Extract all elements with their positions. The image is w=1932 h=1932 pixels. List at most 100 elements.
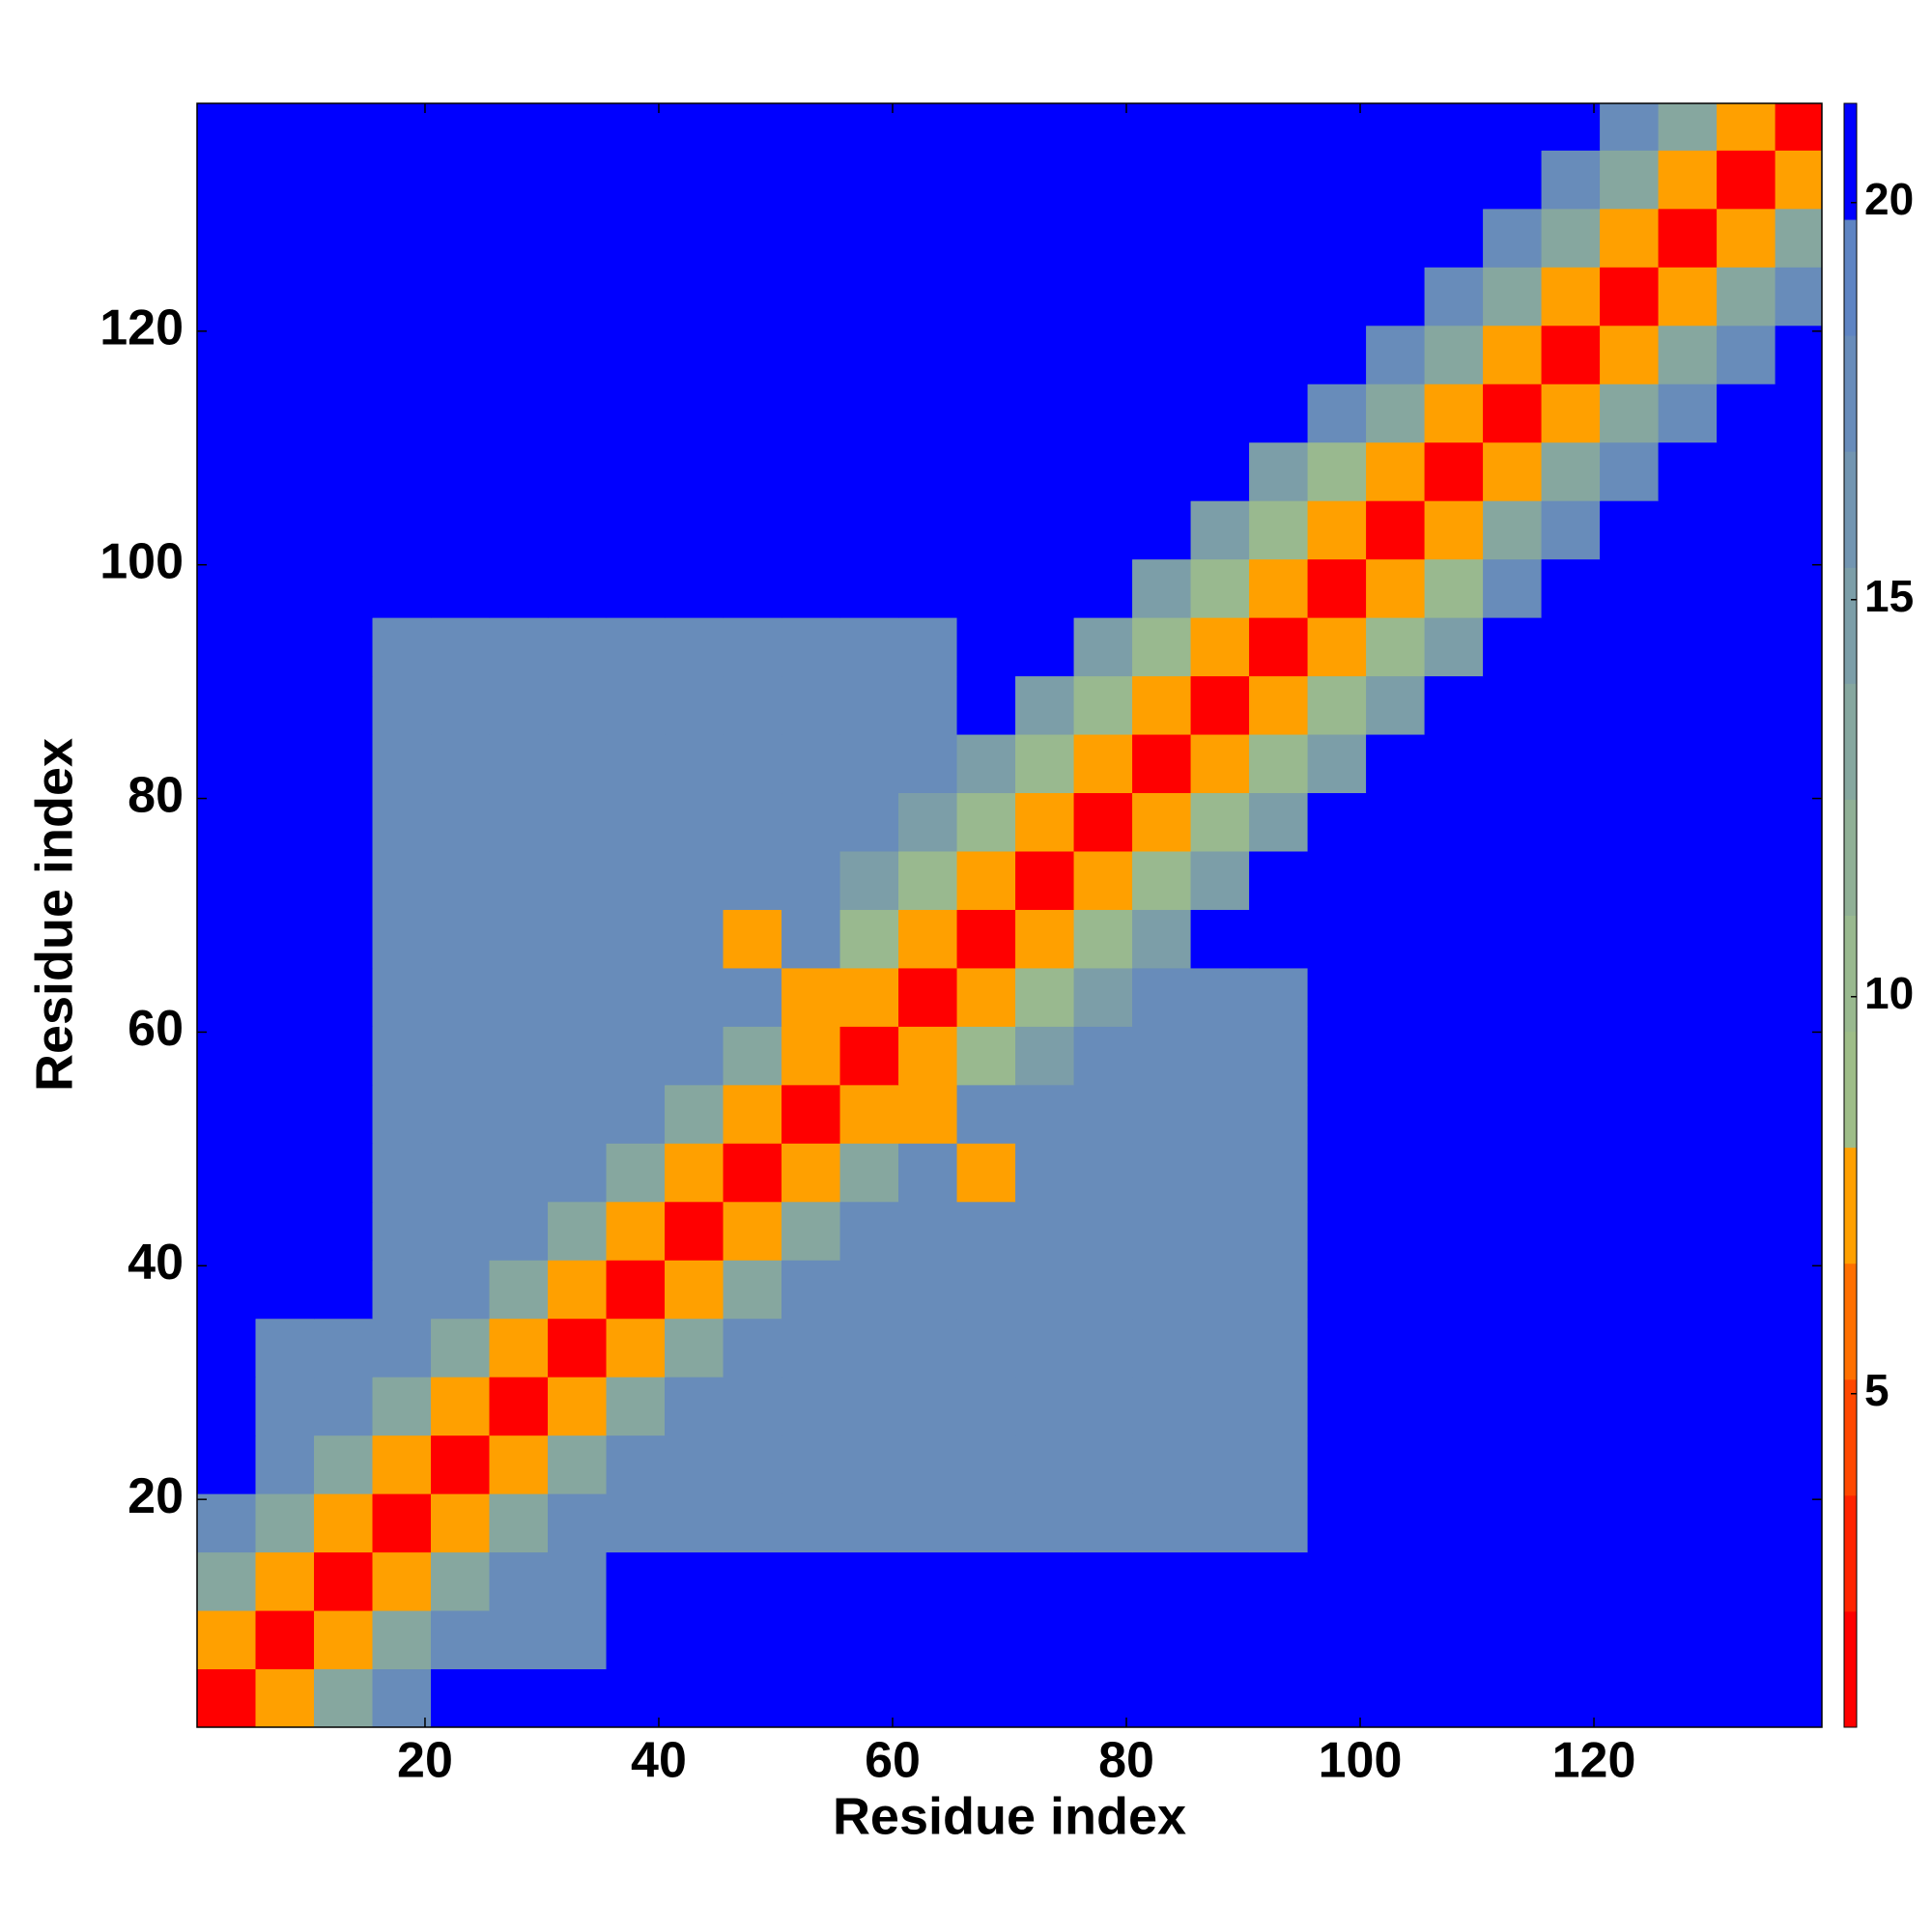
heatmap-cell: [1249, 558, 1309, 618]
heatmap-cell: [1307, 150, 1367, 210]
heatmap-cell: [1717, 1318, 1776, 1378]
heatmap-cell: [1483, 1201, 1543, 1261]
heatmap-cell: [548, 1201, 608, 1261]
heatmap-cell: [1483, 208, 1543, 268]
heatmap-cell: [1307, 1318, 1367, 1378]
heatmap-cell: [839, 103, 899, 151]
heatmap-cell: [1073, 734, 1133, 794]
heatmap-cell: [1366, 1260, 1426, 1320]
heatmap-cell: [898, 675, 958, 735]
heatmap-cell: [1073, 1260, 1133, 1320]
heatmap-cell: [372, 1143, 432, 1203]
heatmap-cell: [1132, 325, 1192, 384]
heatmap-cell: [431, 1610, 491, 1670]
heatmap-cell: [255, 617, 315, 677]
heatmap-cell: [1600, 1318, 1660, 1378]
heatmap-cell: [489, 1026, 549, 1086]
heatmap-cell: [1249, 1143, 1309, 1203]
heatmap-cell: [314, 675, 374, 735]
heatmap-cell: [956, 441, 1016, 501]
heatmap-cell: [665, 734, 724, 794]
heatmap-cell: [1658, 1493, 1718, 1553]
heatmap-cell: [1600, 1201, 1660, 1261]
heatmap-cell: [1541, 1026, 1601, 1086]
heatmap-cell: [665, 792, 724, 852]
heatmap-cell: [1307, 1493, 1367, 1553]
heatmap-cell: [1658, 150, 1718, 210]
heatmap-cell: [255, 1026, 315, 1086]
heatmap-cell: [1190, 1493, 1250, 1553]
heatmap-cell: [489, 1201, 549, 1261]
heatmap-cell: [372, 1668, 432, 1727]
heatmap-cell: [665, 1260, 724, 1320]
heatmap-cell: [548, 1377, 608, 1436]
heatmap-cell: [1483, 1610, 1543, 1670]
heatmap-cell: [314, 441, 374, 501]
heatmap-cell: [1132, 617, 1192, 677]
heatmap-cell: [489, 967, 549, 1027]
heatmap-cell: [1483, 558, 1543, 618]
heatmap-cell: [314, 150, 374, 210]
heatmap-cell: [314, 103, 374, 151]
heatmap-cell: [1015, 1610, 1075, 1670]
heatmap-cell: [372, 734, 432, 794]
heatmap-cell: [548, 441, 608, 501]
heatmap-cell: [255, 792, 315, 852]
heatmap-cell: [372, 1493, 432, 1553]
heatmap-cell: [1249, 1318, 1309, 1378]
heatmap-cell: [197, 150, 257, 210]
heatmap-cell: [372, 617, 432, 677]
heatmap-cell: [956, 325, 1016, 384]
heatmap-cell: [1600, 1377, 1660, 1436]
heatmap-cell: [1366, 967, 1426, 1027]
heatmap-cell: [1015, 1493, 1075, 1553]
heatmap-cell: [1658, 909, 1718, 969]
heatmap-cell: [1541, 267, 1601, 327]
heatmap-cell: [1483, 1260, 1543, 1320]
heatmap-cell: [1190, 1201, 1250, 1261]
heatmap-cell: [839, 1143, 899, 1203]
heatmap-cell: [781, 909, 841, 969]
x-axis-label: Residue index: [833, 1787, 1186, 1845]
heatmap-cell: [548, 792, 608, 852]
heatmap-cell: [1717, 500, 1776, 560]
heatmap-cell: [197, 1610, 257, 1670]
heatmap-cell: [898, 150, 958, 210]
heatmap-cell: [723, 384, 782, 443]
heatmap-cell: [314, 1201, 374, 1261]
heatmap-cell: [1600, 208, 1660, 268]
heatmap-cell: [197, 558, 257, 618]
heatmap-cell: [1249, 1260, 1309, 1320]
heatmap-cell: [781, 675, 841, 735]
heatmap-cell: [255, 1668, 315, 1727]
heatmap-cell: [431, 1668, 491, 1727]
heatmap-cell: [314, 792, 374, 852]
heatmap-cell: [956, 1260, 1016, 1320]
heatmap-cell: [606, 792, 666, 852]
heatmap-cell: [548, 325, 608, 384]
heatmap-cell: [1015, 325, 1075, 384]
heatmap-cell: [489, 1493, 549, 1553]
heatmap-cell: [1424, 1143, 1484, 1203]
heatmap-cell: [197, 500, 257, 560]
heatmap-cell: [1249, 1026, 1309, 1086]
heatmap-cell: [1658, 617, 1718, 677]
colorbar-band: [1844, 1494, 1857, 1612]
heatmap-cell: [1775, 1668, 1822, 1727]
heatmap-cell: [1073, 1084, 1133, 1144]
heatmap-cell: [255, 850, 315, 910]
heatmap-cell: [1366, 675, 1426, 735]
heatmap-cell: [1483, 617, 1543, 677]
x-tick-label: 40: [631, 1733, 687, 1789]
heatmap-cell: [1658, 734, 1718, 794]
heatmap-cell: [1717, 617, 1776, 677]
heatmap-cell: [1775, 1026, 1822, 1086]
heatmap-cell: [1483, 1551, 1543, 1611]
heatmap-cell: [1307, 1084, 1367, 1144]
heatmap-cell: [1366, 792, 1426, 852]
heatmap-cell: [1658, 1318, 1718, 1378]
heatmap-cell: [781, 1493, 841, 1553]
heatmap-cell: [606, 1435, 666, 1494]
heatmap-cell: [898, 1551, 958, 1611]
heatmap-cell: [839, 1493, 899, 1553]
